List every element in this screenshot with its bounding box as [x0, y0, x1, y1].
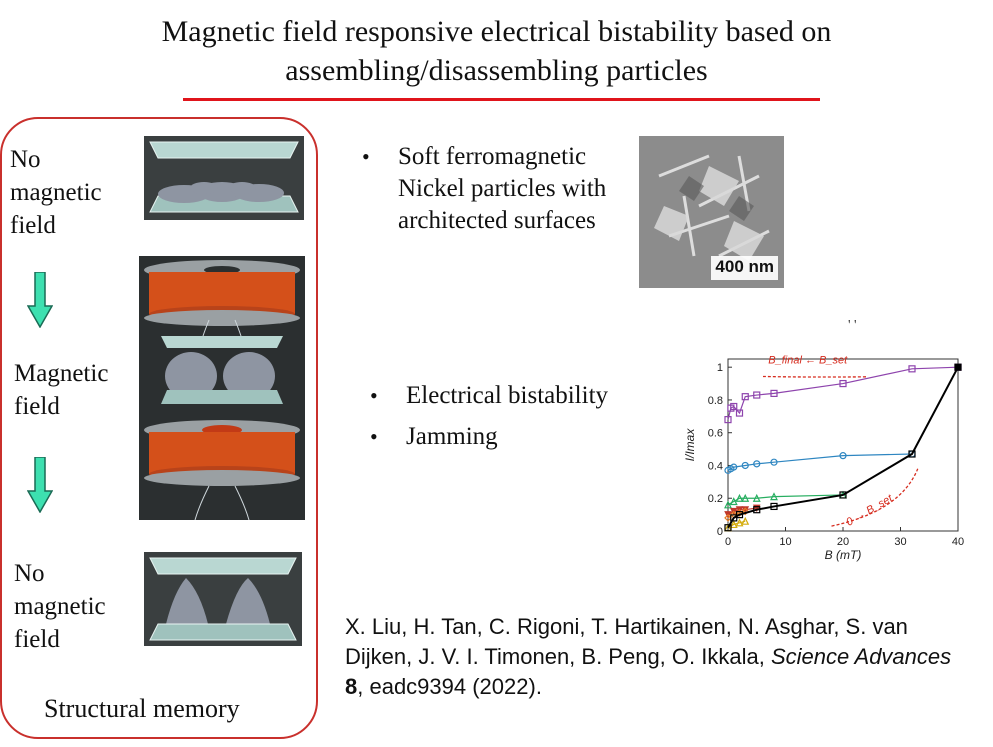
y-tick-label: 1 — [717, 362, 723, 374]
bullet-line: Soft ferromagnetic — [398, 143, 587, 170]
data-point — [753, 460, 761, 468]
series-line — [727, 366, 959, 420]
y-tick-label: 0 — [717, 526, 723, 538]
data-point — [730, 463, 738, 471]
bullet-dot: • — [362, 144, 370, 169]
annotation-arrow-top — [762, 375, 867, 378]
particles-memory-image — [144, 552, 302, 646]
x-tick-label: 40 — [952, 536, 964, 548]
data-point — [729, 497, 738, 506]
series-line — [727, 494, 844, 506]
citation-volume: 8 — [345, 674, 358, 699]
annotation-top-label: B_final ← B_set — [768, 355, 848, 367]
data-point — [741, 393, 749, 401]
data-point — [839, 491, 847, 499]
particles-magnetic-field-image — [139, 256, 305, 520]
y-tick-label: 0.2 — [708, 493, 723, 505]
state-label-no-field-top: No magnetic field — [10, 143, 102, 242]
data-point — [753, 506, 761, 514]
data-point — [752, 493, 761, 502]
slide-title-line-1: Magnetic field responsive electrical bis… — [161, 15, 832, 48]
stray-mark: ' ' — [848, 318, 857, 333]
state-label-line: No — [14, 560, 45, 587]
bullet-text: Jamming — [406, 423, 498, 450]
state-label-magnetic-field: Magnetic field — [14, 357, 108, 423]
state-label-line: magnetic — [14, 593, 106, 620]
bullet-dot: • — [370, 383, 378, 408]
data-point — [724, 524, 732, 532]
data-point — [735, 518, 744, 527]
data-point — [908, 365, 916, 373]
annotation-bottom-label: 0 → B_set — [844, 492, 895, 529]
data-point — [724, 514, 732, 522]
down-arrow-icon — [27, 272, 53, 328]
data-point — [741, 461, 749, 470]
down-arrow-icon — [27, 457, 53, 513]
slide-title: Magnetic field responsive electrical bis… — [40, 12, 953, 90]
panel-caption: Structural memory — [44, 694, 240, 723]
data-point — [770, 458, 778, 466]
series-line — [727, 453, 913, 471]
data-point — [839, 452, 847, 460]
data-point — [954, 363, 962, 371]
state-label-line: magnetic — [10, 179, 102, 206]
chart-svg: 0 10 20 30 40 0 0.2 0.4 0.6 0.8 1 B (mT) I/Imax B_fin… — [683, 355, 964, 562]
data-point — [741, 507, 750, 516]
bullet-dot: • — [370, 424, 378, 449]
x-tick-label: 20 — [837, 536, 849, 548]
x-axis-label: B (mT) — [825, 548, 862, 562]
state-label-line: No — [10, 146, 41, 173]
state-label-line: field — [14, 626, 60, 653]
data-point — [730, 402, 738, 411]
data-point — [735, 409, 744, 417]
y-tick-label: 0.8 — [708, 395, 723, 407]
bullet-text: Electrical bistability — [406, 382, 609, 409]
data-point — [724, 500, 732, 509]
sem-micrograph: 400 nm — [639, 136, 784, 288]
data-point — [735, 511, 744, 519]
structural-memory-panel — [0, 117, 318, 739]
annotation-arrow-bottom — [831, 468, 919, 527]
series-line — [727, 366, 959, 529]
data-point — [724, 416, 732, 424]
state-label-no-field-bottom: No magnetic field — [14, 557, 106, 656]
x-tick-label: 30 — [894, 536, 906, 548]
citation-rest: , eadc9394 (2022). — [357, 674, 542, 699]
citation-authors: X. Liu, H. Tan, C. Rigoni, T. Hartikaine… — [345, 614, 908, 669]
particles-no-field-image — [144, 136, 304, 220]
data-point — [839, 379, 847, 388]
state-label-line: Magnetic — [14, 360, 109, 387]
slide-title-line-2: assembling/disassembling particles — [285, 54, 708, 87]
scale-bar-label: 400 nm — [711, 256, 778, 280]
citation: X. Liu, H. Tan, C. Rigoni, T. Hartikaine… — [345, 612, 965, 702]
bullet-text: Soft ferromagnetic Nickel particles with… — [398, 141, 606, 237]
state-label-line: field — [14, 393, 60, 420]
y-tick-label: 0.6 — [708, 428, 723, 440]
data-point — [735, 493, 744, 502]
state-label-line: field — [10, 212, 56, 239]
bullet-line: Nickel particles with — [398, 175, 607, 202]
title-underline — [183, 98, 820, 101]
plot-frame — [727, 358, 959, 532]
x-tick-label: 0 — [725, 536, 731, 548]
data-point — [770, 389, 778, 398]
y-axis-label: I/Imax — [683, 428, 697, 462]
bullet-line: architected surfaces — [398, 207, 596, 234]
x-tick-label: 10 — [779, 536, 791, 548]
data-point — [741, 493, 750, 502]
y-tick-label: 0.4 — [708, 460, 723, 472]
data-point — [729, 520, 738, 529]
data-point — [908, 450, 916, 458]
citation-journal: Science Advances — [770, 644, 952, 669]
data-point — [741, 516, 750, 525]
data-point — [753, 391, 761, 399]
data-point — [770, 492, 778, 501]
bistability-chart: 0 10 20 30 40 0 0.2 0.4 0.6 0.8 1 B (mT) I/Imax B_fin… — [672, 345, 972, 570]
data-point — [770, 502, 778, 511]
